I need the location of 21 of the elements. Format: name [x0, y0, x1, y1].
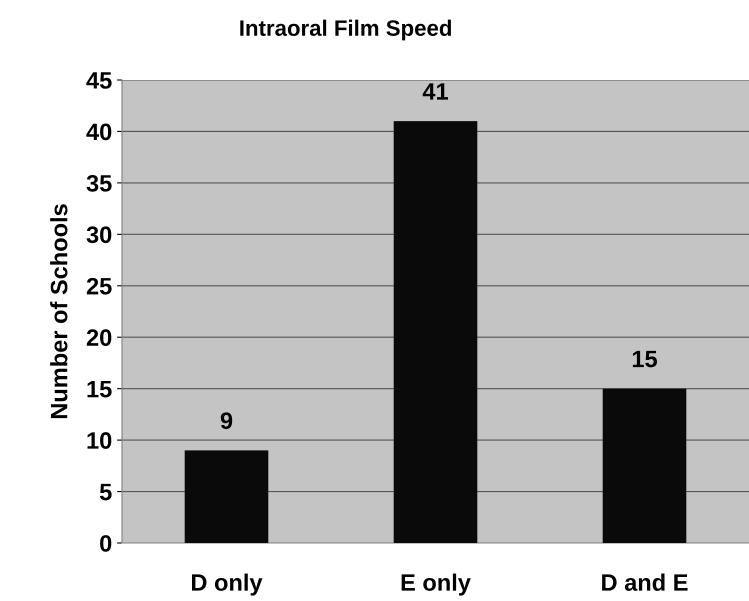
y-tick-label: 15	[88, 380, 112, 398]
y-tick-label: 5	[100, 484, 112, 500]
data-label: 41	[422, 83, 448, 100]
y-tick-label: 10	[88, 432, 112, 449]
x-tick-label: D and E	[602, 574, 688, 591]
y-axis-title: Number of Schools	[50, 204, 68, 418]
bar	[394, 121, 478, 543]
y-tick-label: 35	[86, 174, 112, 192]
bar	[184, 450, 268, 543]
y-tick-label: 20	[86, 329, 112, 346]
y-tick-label: 45	[86, 72, 112, 89]
y-tick-label: 30	[86, 226, 112, 244]
y-tick-label: 40	[86, 124, 112, 140]
x-tick-label: E only	[402, 574, 471, 596]
x-tick-label: D only	[192, 574, 262, 596]
data-label: 15	[632, 350, 657, 368]
chart-title: Intraoral Film Speed	[240, 20, 451, 40]
bar	[602, 388, 686, 543]
y-tick-label: 25	[86, 278, 112, 295]
data-label: 9	[220, 412, 232, 430]
y-tick-label: 0	[100, 535, 112, 552]
